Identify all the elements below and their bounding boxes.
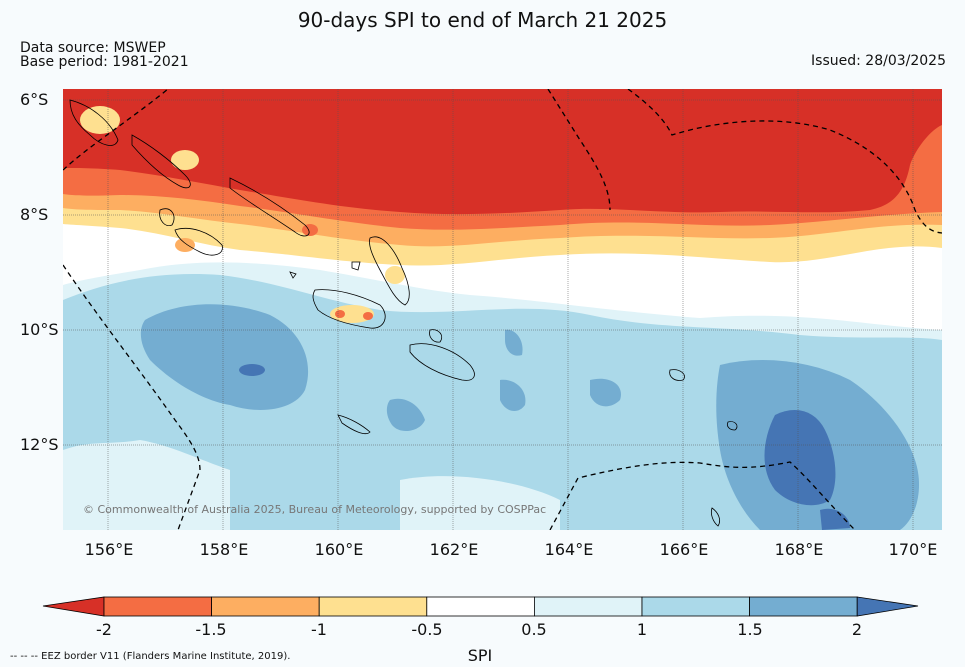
spi-extreme-wet-left [239,364,265,376]
spi-dry-patch [385,266,405,284]
colorbar-tick-label: -0.5 [411,620,443,639]
island-malaita [369,236,410,306]
island-small [727,421,738,431]
island-santa-cruz [669,369,685,381]
lon-label-168e: 168°E [774,540,824,559]
colorbar-segment [426,596,535,617]
colorbar-segment [641,596,750,617]
spi-dry-patch [171,150,199,170]
colorbar-extend-low [42,596,105,617]
spi-dry-patch [175,238,195,252]
colorbar-tick-label: 1.5 [737,620,763,639]
spi-very-wet-patch [386,398,425,432]
lat-label-12s: 12°S [20,435,59,454]
spi-pale-patch [63,440,230,530]
data-source-label: Data source: MSWEP [20,40,166,56]
eez-border-line [63,89,169,171]
colorbar-tick-label: -2 [96,620,112,639]
colorbar-tick-label: -1.5 [195,620,227,639]
island-small [289,271,297,279]
colorbar [42,596,919,617]
eez-footnote: -- -- -- EEZ border V11 (Flanders Marine… [10,651,291,662]
copyright-notice: © Commonwealth of Australia 2025, Bureau… [83,503,547,516]
spi-very-wet-left [140,304,309,410]
lon-label-156e: 156°E [84,540,134,559]
spi-extreme-wet-right [764,410,836,506]
spi-dry-patch [80,106,120,134]
lon-label-166e: 166°E [659,540,709,559]
colorbar-title: SPI [467,646,493,665]
colorbar-segment [103,596,212,617]
spi-pale-patch [400,476,560,530]
island-outlines [69,99,738,527]
spi-very-wet-patch [505,329,523,356]
lon-label-160e: 160°E [314,540,364,559]
eez-border-line [627,89,942,234]
island-guadalcanal [312,289,386,329]
eez-border-line [547,89,611,211]
spi-very-wet-patch [500,379,526,412]
base-period-label: Base period: 1981-2021 [20,54,189,70]
lat-label-8s: 8°S [20,205,49,224]
eez-border-line [63,264,201,530]
lon-label-162e: 162°E [429,540,479,559]
page-title: 90-days SPI to end of March 21 2025 [297,8,668,32]
lat-label-10s: 10°S [20,320,59,339]
spi-very-wet-patch [590,378,621,407]
eez-border-line [549,461,856,530]
spi-dry-patch [363,312,373,320]
spi-dry-patch [335,310,345,318]
spi-extreme-wet-patch [820,508,850,530]
colorbar-tick-label: 1 [636,620,648,639]
graticule [63,89,942,530]
colorbar-tick-label: 0.5 [521,620,547,639]
spi-dry-patch [302,224,318,236]
island-small [159,208,175,227]
lat-label-6s: 6°S [20,90,49,109]
colorbar-extend-high [856,596,919,617]
island-bougainville [69,99,119,146]
island-small [429,329,443,343]
lon-label-170e: 170°E [888,540,938,559]
island-small [351,261,361,271]
eez-borders [63,89,942,530]
issued-date-label: Issued: 28/03/2025 [811,53,946,69]
island-santa-isabel [229,177,310,237]
colorbar-tick-label: 2 [851,620,863,639]
colorbar-segment [534,596,643,617]
island-small [710,507,720,527]
lon-label-164e: 164°E [544,540,594,559]
lon-label-158e: 158°E [199,540,249,559]
colorbar-tick-label: -1 [311,620,327,639]
colorbar-segment [318,596,428,617]
island-choiseul [131,134,191,189]
island-makira [409,343,475,381]
island-new-georgia [174,228,223,256]
spi-extreme-dry-band [63,89,942,215]
island-rennell [337,414,371,435]
colorbar-segment [749,596,858,617]
spi-field [63,89,942,530]
colorbar-segment [211,596,320,617]
spi-dry-patch [330,305,374,323]
